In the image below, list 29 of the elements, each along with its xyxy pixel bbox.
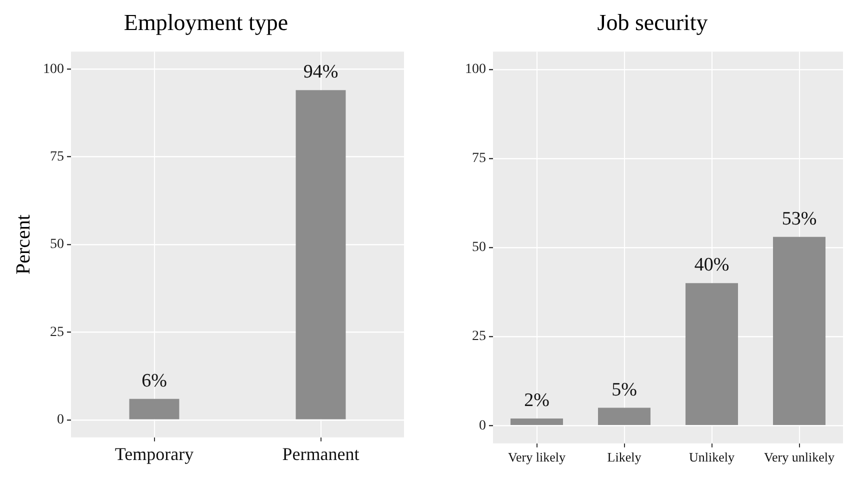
y-tick-label: 75 (50, 149, 64, 164)
data-label: 40% (694, 254, 730, 276)
y-tick-label: 0 (479, 418, 486, 434)
data-label: 2% (524, 390, 550, 411)
y-tick-label: 75 (472, 151, 486, 166)
x-tick-label: Likely (607, 450, 642, 465)
y-tick-label: 50 (50, 237, 64, 252)
x-tick-label: Unlikely (689, 450, 735, 465)
y-tick-label: 100 (465, 62, 486, 78)
bar (773, 236, 826, 425)
y-tick-label: 100 (43, 62, 64, 77)
y-axis-title: Percent (12, 214, 34, 274)
y-tick-label: 50 (472, 240, 486, 256)
x-tick-label: Very likely (508, 450, 566, 465)
bar (598, 408, 650, 425)
x-tick-label: Very unlikely (764, 450, 835, 465)
chart-title: Employment type (124, 10, 288, 35)
data-label: 53% (782, 208, 817, 230)
y-tick-label: 25 (50, 324, 64, 340)
y-tick-label: 0 (57, 412, 64, 428)
bar (686, 283, 738, 425)
chart-title: Job security (597, 10, 708, 35)
data-label: 94% (303, 62, 338, 83)
x-tick-label: Permanent (282, 444, 360, 464)
bar (510, 418, 563, 425)
y-tick-label: 25 (472, 329, 486, 344)
data-label: 6% (142, 370, 168, 392)
data-label: 5% (612, 379, 638, 400)
x-tick-label: Temporary (114, 444, 194, 464)
